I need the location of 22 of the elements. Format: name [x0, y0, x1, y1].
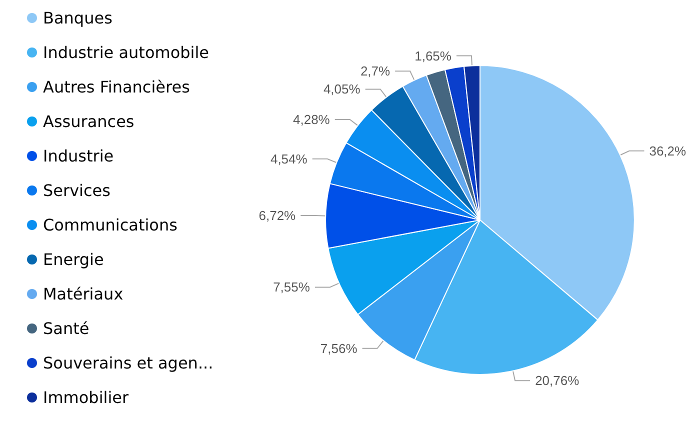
legend-label: Assurances — [43, 112, 134, 131]
data-label: 2,7% — [360, 64, 391, 79]
legend-label: Industrie — [43, 146, 114, 166]
data-label: 1,65% — [414, 48, 452, 64]
data-label: 7,56% — [320, 340, 358, 356]
legend-label: Communications — [43, 216, 178, 234]
data-label: 20,76% — [535, 373, 580, 388]
legend-label: Santé — [43, 319, 90, 338]
data-label: 7,55% — [273, 280, 310, 295]
data-label: 4,05% — [323, 82, 361, 97]
legend-label: Industrie automobile — [43, 43, 209, 62]
legend-label: Autres Financières — [43, 78, 190, 96]
data-label: 6,72% — [258, 208, 296, 224]
legend-label: Immobilier — [43, 388, 130, 407]
legend-label: Services — [43, 181, 110, 200]
data-label: 4,28% — [293, 112, 330, 127]
legend-label: Matériaux — [43, 284, 124, 304]
legend-label: Souverains et agen... — [43, 354, 214, 372]
data-label: 4,54% — [270, 151, 308, 166]
legend-label: Banques — [43, 8, 112, 28]
data-label: 36,2% — [649, 143, 687, 158]
legend-label: Energie — [43, 250, 104, 269]
